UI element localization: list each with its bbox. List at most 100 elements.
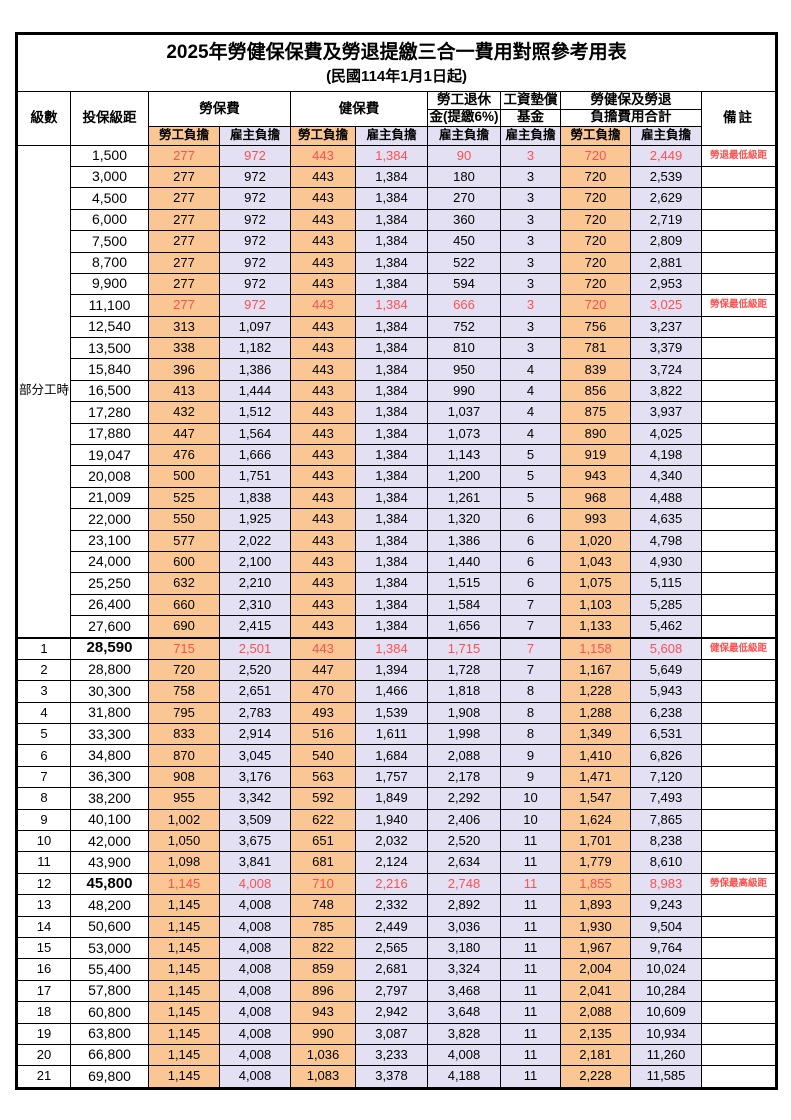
total-employee-cell: 943	[560, 465, 631, 488]
pension-employer-cell: 1,073	[427, 422, 501, 446]
wage-fund-employer-cell: 3	[500, 144, 561, 167]
table-row: 17,880 447 1,564 443 1,384 1,073 4 890 4,025	[17, 422, 777, 446]
labor-insurance-employee-cell: 758	[148, 680, 220, 703]
wage-fund-employer-cell: 10	[500, 808, 561, 832]
total-employer-cell: 10,609	[630, 1001, 702, 1024]
labor-insurance-employer-cell: 972	[219, 144, 291, 167]
total-employee-cell: 1,855	[560, 872, 631, 896]
health-insurance-employer-cell: 1,384	[355, 144, 428, 167]
health-insurance-employee-cell: 443	[290, 422, 356, 446]
labor-insurance-employee-cell: 577	[148, 529, 220, 552]
labor-insurance-employee-cell: 277	[148, 294, 220, 317]
health-insurance-employee-cell: 443	[290, 144, 356, 167]
total-employer-cell: 5,285	[630, 593, 702, 617]
pension-employer-cell: 2,088	[427, 744, 501, 767]
total-employer-cell: 7,493	[630, 787, 702, 810]
wage-fund-employer-cell: 3	[500, 251, 561, 274]
health-insurance-employee-cell: 563	[290, 765, 356, 789]
remark-cell	[701, 593, 777, 617]
health-insurance-employee-cell: 540	[290, 744, 356, 767]
bracket-cell: 63,800	[70, 1022, 149, 1045]
pension-employer-cell: 1,320	[427, 508, 501, 531]
total-employee-cell: 1,020	[560, 529, 631, 552]
remark-cell	[701, 550, 777, 574]
total-employer-cell: 4,025	[630, 422, 702, 446]
bracket-cell: 69,800	[70, 1065, 149, 1089]
health-insurance-employer-cell: 2,942	[355, 1001, 428, 1024]
table-row: 16,500 413 1,444 443 1,384 990 4 856 3,822	[17, 379, 777, 403]
wage-fund-employer-cell: 7	[500, 615, 561, 639]
health-insurance-employer-cell: 2,797	[355, 979, 428, 1003]
subheader-health-employer: 雇主負擔	[355, 126, 428, 146]
health-insurance-employee-cell: 443	[290, 593, 356, 617]
wage-fund-employer-cell: 6	[500, 550, 561, 574]
bracket-cell: 53,000	[70, 936, 149, 960]
table-row: 部分工時 1,500 277 972 443 1,384 90 3 720 2,449 勞退最低級距	[16, 144, 777, 639]
total-employee-cell: 875	[560, 401, 631, 424]
table-row: 3 30,300 758 2,651 470 1,466 1,818 8 1,228 5,943	[16, 680, 777, 703]
table-row: 5 33,300 833 2,914 516 1,611 1,998 8 1,349 6,531	[16, 723, 777, 746]
pension-employer-cell: 950	[427, 358, 501, 381]
health-insurance-employer-cell: 2,032	[355, 830, 428, 853]
table-row: 11,100 277 972 443 1,384 666 3 720 3,025 勞保最低級距	[17, 294, 777, 317]
pension-employer-cell: 1,656	[427, 615, 501, 639]
table-row: 6 34,800 870 3,045 540 1,684 2,088 9 1,410 6,826	[16, 744, 777, 767]
total-employee-cell: 720	[560, 144, 631, 167]
labor-insurance-employee-cell: 313	[148, 315, 220, 339]
wage-fund-employer-cell: 3	[500, 165, 561, 189]
header-row-1: 級數 投保級距 勞保費 健保費 勞工退休 工資墊償 勞健保及勞退 備註	[16, 91, 777, 146]
total-employer-cell: 9,243	[630, 894, 702, 917]
table-row: 16 55,400 1,145 4,008 859 2,681 3,324 11 2,004 10…	[16, 958, 777, 981]
bracket-cell: 43,900	[70, 851, 149, 874]
pension-employer-cell: 1,728	[427, 658, 501, 682]
remark-cell	[701, 765, 777, 789]
col-header-pension-line2: 金(提繳6%)	[427, 108, 501, 128]
pension-employer-cell: 180	[427, 165, 501, 189]
table-row: 8,700 277 972 443 1,384 522 3 720 2,881	[17, 251, 777, 274]
bracket-cell: 34,800	[70, 744, 149, 767]
health-insurance-employer-cell: 1,940	[355, 808, 428, 832]
total-employer-cell: 8,983	[630, 872, 702, 896]
total-employee-cell: 2,088	[560, 1001, 631, 1024]
pension-employer-cell: 1,515	[427, 572, 501, 595]
wage-fund-employer-cell: 7	[500, 593, 561, 617]
bracket-cell: 40,100	[70, 808, 149, 832]
pension-employer-cell: 594	[427, 272, 501, 296]
labor-insurance-employer-cell: 2,100	[219, 550, 291, 574]
remark-cell	[701, 486, 777, 510]
labor-insurance-employee-cell: 1,145	[148, 979, 220, 1003]
pension-employer-cell: 3,648	[427, 1001, 501, 1024]
table-row: 13 48,200 1,145 4,008 748 2,332 2,892 11 1,893 9,…	[16, 894, 777, 917]
total-employee-cell: 781	[560, 337, 631, 360]
total-employer-cell: 3,237	[630, 315, 702, 339]
bracket-cell: 25,250	[70, 572, 149, 595]
bracket-cell: 48,200	[70, 894, 149, 917]
total-employee-cell: 720	[560, 230, 631, 253]
health-insurance-employer-cell: 1,384	[355, 315, 428, 339]
wage-fund-employer-cell: 5	[500, 444, 561, 467]
remark-cell	[701, 1065, 777, 1089]
health-insurance-employer-cell: 1,384	[355, 165, 428, 189]
labor-insurance-employee-cell: 1,145	[148, 915, 220, 939]
labor-insurance-employer-cell: 4,008	[219, 1065, 291, 1089]
total-employee-cell: 968	[560, 486, 631, 510]
labor-insurance-employer-cell: 1,564	[219, 422, 291, 446]
labor-insurance-employee-cell: 447	[148, 422, 220, 446]
wage-fund-employer-cell: 7	[500, 636, 561, 660]
pension-employer-cell: 4,008	[427, 1043, 501, 1067]
labor-insurance-employee-cell: 833	[148, 723, 220, 746]
total-employer-cell: 5,943	[630, 680, 702, 703]
total-employee-cell: 2,041	[560, 979, 631, 1003]
labor-insurance-employee-cell: 1,002	[148, 808, 220, 832]
pension-employer-cell: 666	[427, 294, 501, 317]
total-employer-cell: 8,238	[630, 830, 702, 853]
health-insurance-employer-cell: 3,378	[355, 1065, 428, 1089]
labor-insurance-employer-cell: 4,008	[219, 915, 291, 939]
table-row: 12 45,800 1,145 4,008 710 2,216 2,748 11 1,855 8,…	[16, 872, 777, 896]
health-insurance-employer-cell: 1,384	[355, 251, 428, 274]
table-row: 10 42,000 1,050 3,675 651 2,032 2,520 11 1,701 8,…	[16, 830, 777, 853]
health-insurance-employer-cell: 1,384	[355, 572, 428, 595]
health-insurance-employee-cell: 443	[290, 444, 356, 467]
level-cell: 5	[16, 723, 71, 746]
health-insurance-employee-cell: 785	[290, 915, 356, 939]
